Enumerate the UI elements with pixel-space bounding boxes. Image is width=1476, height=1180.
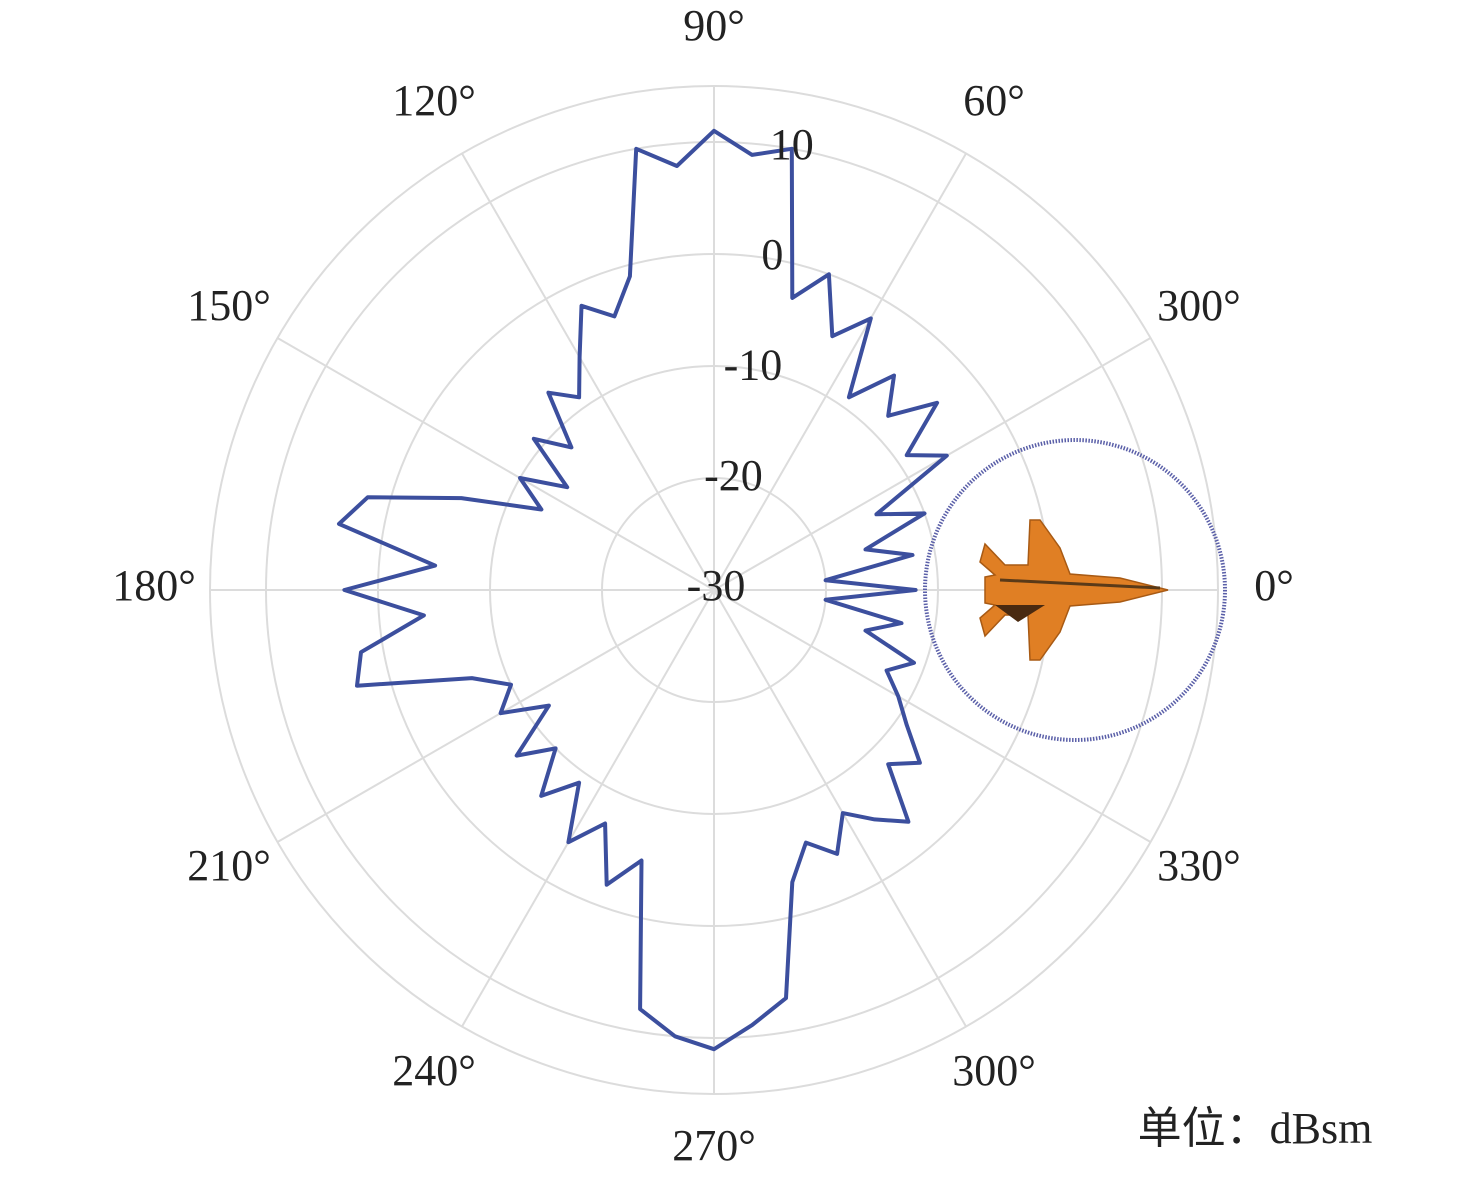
radial-tick-label: -20 [704,451,763,500]
grid-spoke [277,337,715,591]
angle-tick-label: 330° [1157,841,1241,890]
grid-spoke [461,589,715,1027]
labels: 0° 300° 60° 90° 120° 150° 180° 210° 240° 270° 300°… [112,1,1294,1170]
angle-tick-label: 90° [683,1,745,50]
radial-tick-label: -10 [724,340,783,389]
angle-tick-label: 60° [963,76,1025,125]
grid-spoke [277,589,715,843]
grid-spoke [713,153,967,591]
angle-tick-label: 0° [1254,561,1294,610]
aircraft-inset [923,438,1227,742]
aircraft-detail [999,578,1161,590]
angle-tick-label: 180° [112,561,196,610]
grid-spoke [461,153,715,591]
aircraft-shadow [995,605,1045,622]
angle-tick-label: 270° [672,1121,756,1170]
aircraft [979,519,1169,661]
radial-tick-label: -30 [687,561,746,610]
grid-spoke [713,337,1151,591]
angle-tick-label: 240° [392,1046,476,1095]
grid-spoke [713,589,1151,843]
angle-tick-label: 300° [952,1046,1036,1095]
radial-tick-label: 0 [761,230,783,279]
angle-tick-label: 120° [392,76,476,125]
inset-circle [923,438,1227,742]
unit-label: 单位：dBsm [1138,1104,1373,1153]
angle-tick-label: 300° [1157,281,1241,330]
radial-tick-label: 10 [770,120,814,169]
angle-tick-label: 150° [187,281,271,330]
plot-area [337,128,949,1052]
grid-spoke [713,589,967,1027]
rcs-line [337,128,949,1052]
angle-tick-label: 210° [187,841,271,890]
